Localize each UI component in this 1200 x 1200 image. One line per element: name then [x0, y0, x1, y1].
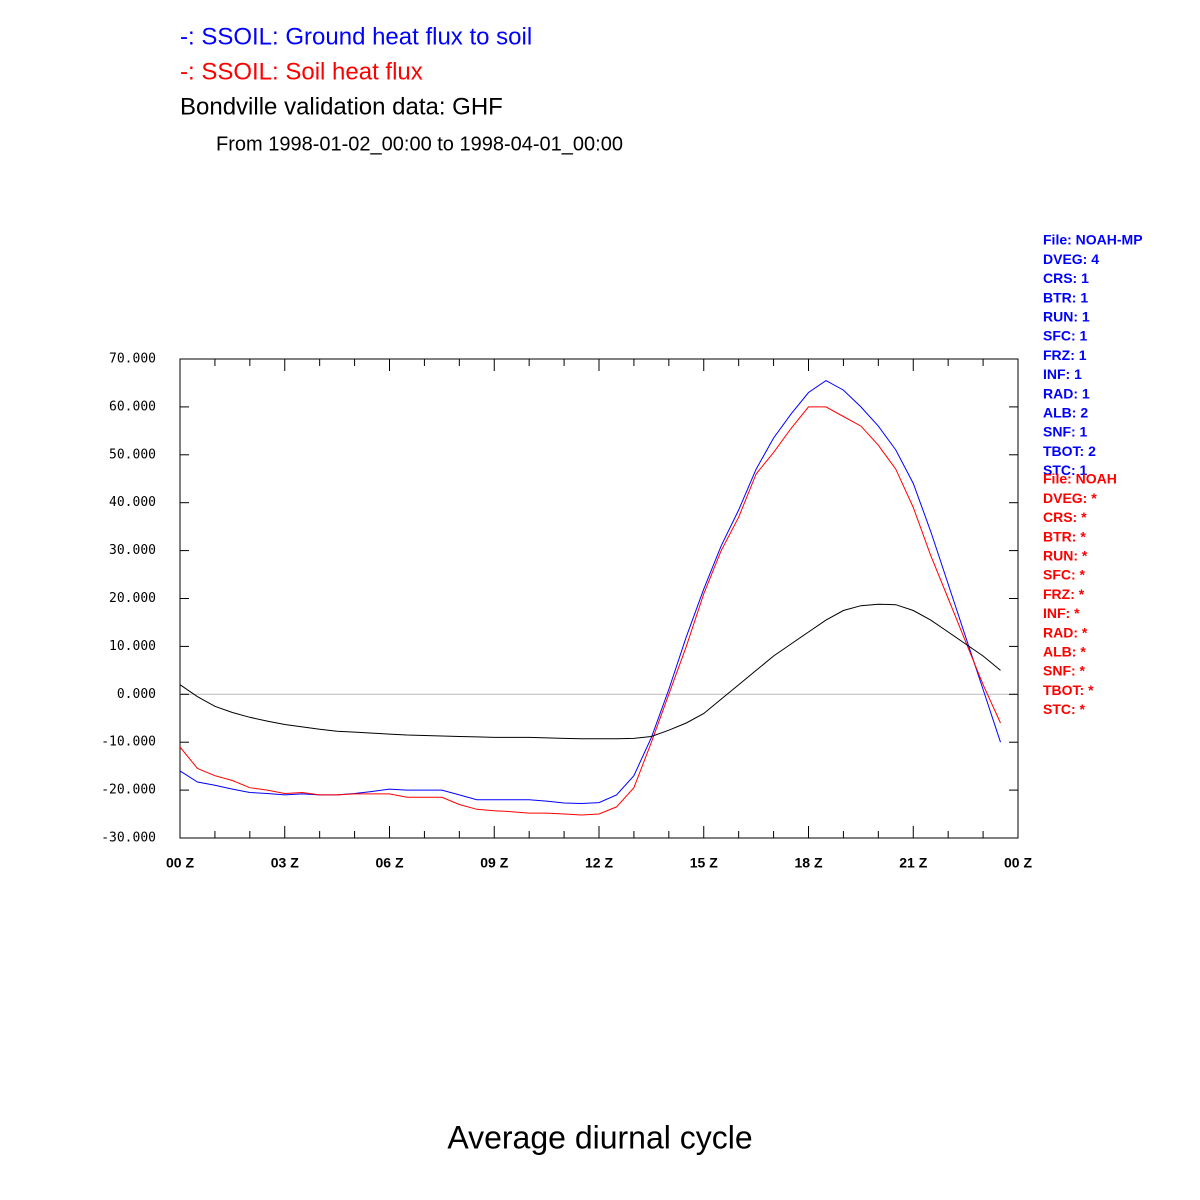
x-tick-label: 21 Z	[899, 855, 927, 871]
annotation: TBOT: 2	[1043, 443, 1096, 459]
x-tick-label: 12 Z	[585, 855, 613, 871]
y-tick-label: 20.000	[109, 591, 156, 606]
legend-entry: -: SSOIL: Ground heat flux to soil	[180, 23, 532, 50]
x-tick-label: 15 Z	[690, 855, 718, 871]
annotation: SFC: 1	[1043, 328, 1088, 344]
series-line	[179, 406, 1001, 816]
annotation: File: NOAH	[1043, 471, 1117, 487]
annotation: SFC: *	[1043, 567, 1086, 583]
y-tick-label: 10.000	[109, 639, 156, 654]
x-tick-label: 18 Z	[794, 855, 822, 871]
y-tick-label: 60.000	[109, 399, 156, 414]
annotation: RAD: 1	[1043, 385, 1090, 401]
legend-entry: -: SSOIL: Soil heat flux	[180, 58, 423, 85]
annotation: STC: *	[1043, 701, 1086, 717]
y-tick-label: -10.000	[101, 735, 156, 750]
annotation: BTR: 1	[1043, 289, 1088, 305]
x-tick-label: 00 Z	[1004, 855, 1032, 871]
annotation: ALB: 2	[1043, 405, 1088, 421]
x-tick-label: 06 Z	[375, 855, 403, 871]
y-tick-label: -30.000	[101, 831, 156, 846]
x-tick-label: 03 Z	[271, 855, 299, 871]
annotation: RAD: *	[1043, 624, 1088, 640]
series-line	[179, 603, 1001, 740]
annotation: RUN: *	[1043, 548, 1088, 564]
annotation: FRZ: 1	[1043, 347, 1087, 363]
y-tick-label: -20.000	[101, 783, 156, 798]
annotation: CRS: 1	[1043, 270, 1089, 286]
annotation: SNF: *	[1043, 663, 1086, 679]
annotation: DVEG: *	[1043, 490, 1097, 506]
annotation: FRZ: *	[1043, 586, 1085, 602]
legend-entry: Bondville validation data: GHF	[180, 93, 503, 120]
annotation: RUN: 1	[1043, 309, 1090, 325]
y-tick-label: 70.000	[109, 352, 156, 367]
annotation: CRS: *	[1043, 509, 1087, 525]
x-tick-label: 09 Z	[480, 855, 508, 871]
annotation: DVEG: 4	[1043, 251, 1099, 267]
annotation: INF: *	[1043, 605, 1080, 621]
annotation: ALB: *	[1043, 644, 1086, 660]
y-tick-label: 0.000	[117, 687, 156, 702]
y-tick-label: 50.000	[109, 447, 156, 462]
y-tick-label: 40.000	[109, 495, 156, 510]
annotation: SNF: 1	[1043, 424, 1088, 440]
annotation: INF: 1	[1043, 366, 1082, 382]
x-tick-label: 00 Z	[166, 855, 194, 871]
chart-title: Average diurnal cycle	[447, 1119, 752, 1155]
annotation: TBOT: *	[1043, 682, 1094, 698]
annotation: File: NOAH-MP	[1043, 232, 1143, 248]
annotation: BTR: *	[1043, 528, 1086, 544]
y-tick-label: 30.000	[109, 543, 156, 558]
annotation: STC: 1	[1043, 462, 1088, 478]
chart-subtitle: From 1998-01-02_00:00 to 1998-04-01_00:0…	[216, 133, 623, 155]
